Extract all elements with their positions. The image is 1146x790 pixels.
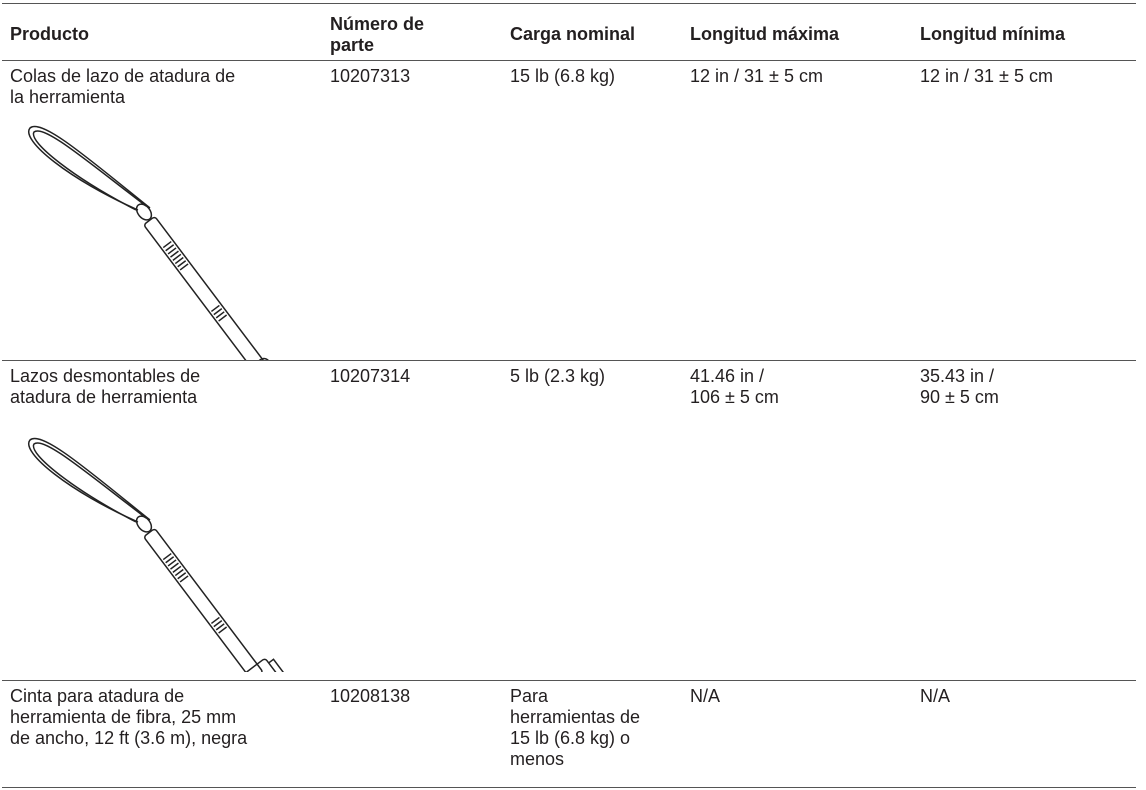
table-cell: Colas de lazo de atadura de la herramien… [10,66,236,107]
header-cell: Carga nominal [510,24,636,44]
rule [2,60,1136,61]
lanyard-image [28,437,286,672]
header-cell: Número de parte [330,14,425,55]
table-cell: 35.43 in / 90 ± 5 cm [920,366,999,407]
table-cell: N/A [690,686,721,706]
table-cell: Lazos desmontables de atadura de herrami… [10,366,201,407]
table-cell: Para herramientas de 15 lb (6.8 kg) o me… [510,686,641,769]
lanyard-image [28,125,277,360]
table-cell: N/A [920,686,951,706]
table-cell: 41.46 in / 106 ± 5 cm [690,366,779,407]
table-cell: 15 lb (6.8 kg) [510,66,616,86]
rule [2,680,1136,681]
header-cell: Producto [10,24,89,44]
header-cell: Longitud mínima [920,24,1065,44]
rule [2,360,1136,361]
header-cell: Longitud máxima [690,24,840,44]
table-cell: 10208138 [330,686,411,706]
table-cell: 12 in / 31 ± 5 cm [690,66,823,86]
table-cell: 10207313 [330,66,411,86]
table-cell: 5 lb (2.3 kg) [510,366,606,386]
table-cell: Cinta para atadura de herramienta de fib… [10,686,248,748]
table-cell: 12 in / 31 ± 5 cm [920,66,1053,86]
rule [2,3,1136,4]
table-cell: 10207314 [330,366,411,386]
rule [2,787,1136,788]
